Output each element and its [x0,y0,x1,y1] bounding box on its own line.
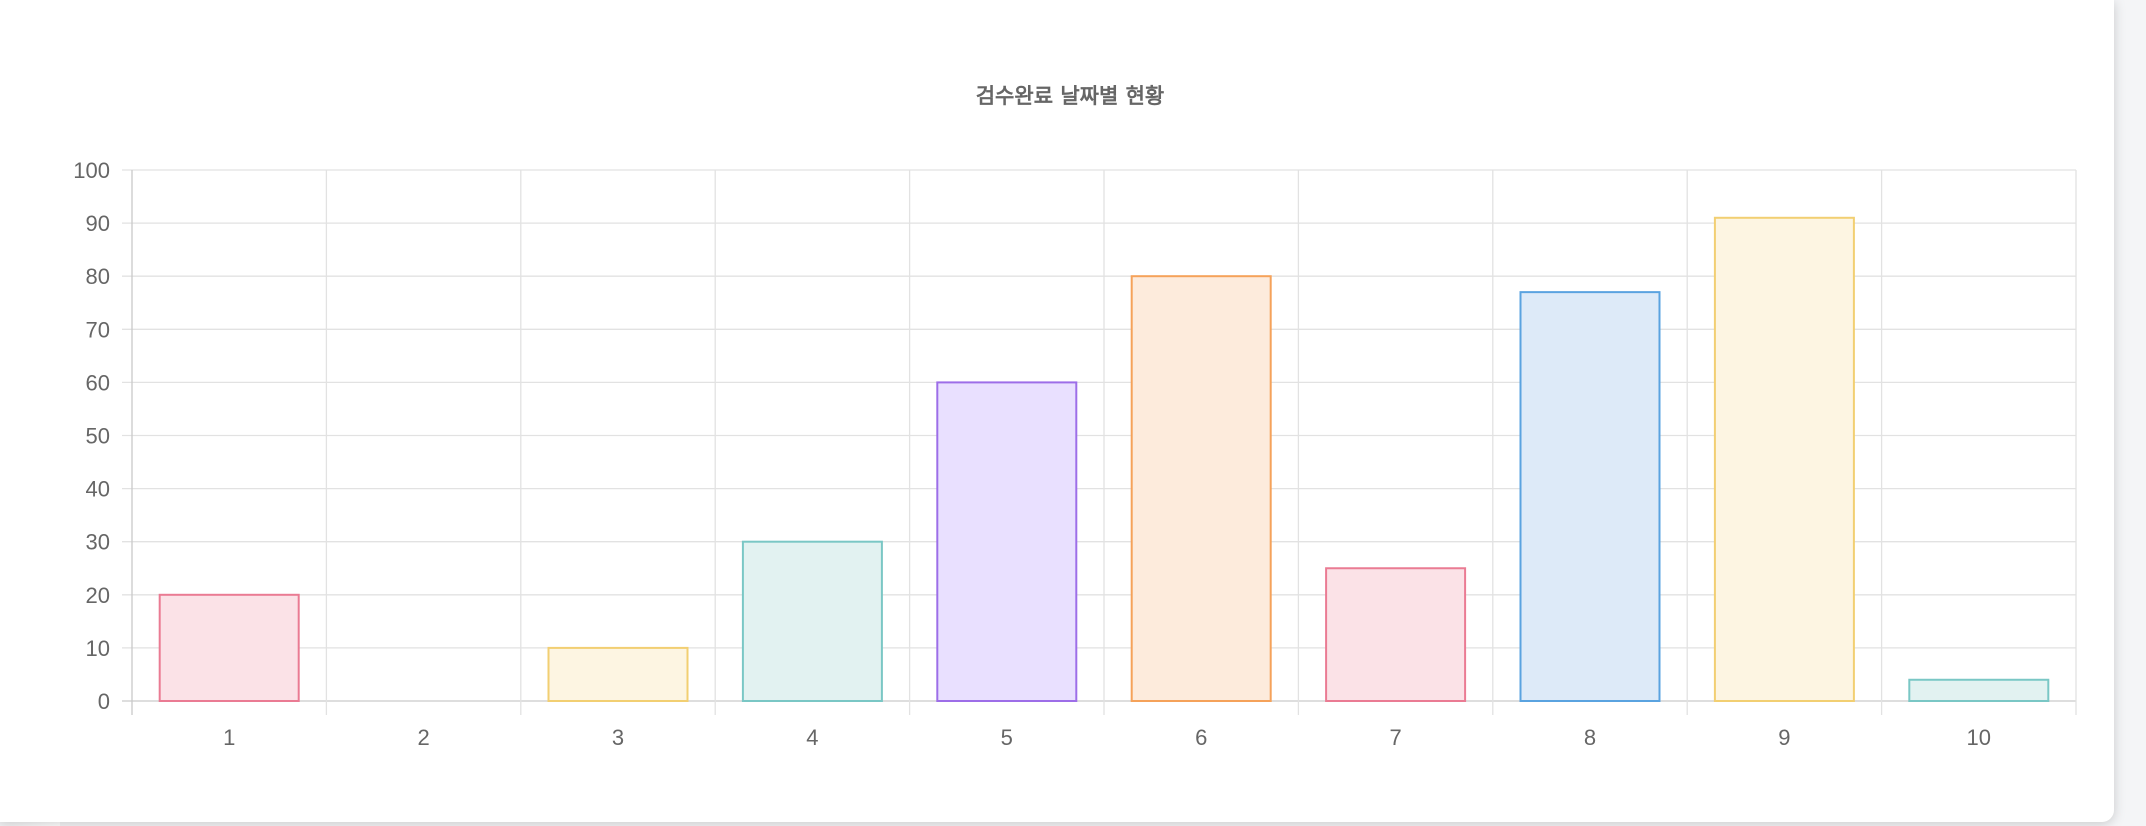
y-tick-label: 30 [86,530,110,555]
x-tick-label: 1 [223,725,235,750]
y-tick-label: 70 [86,317,110,342]
bar-8 [1519,291,1661,702]
chart-title: 검수완료 날짜별 현황 [976,84,1165,108]
bar-5 [936,381,1078,702]
x-tick-label: 10 [1967,725,1991,750]
y-tick-label: 100 [73,158,110,183]
x-tick-label: 3 [612,725,624,750]
bar-6 [1130,275,1272,702]
x-tick-label: 7 [1389,725,1401,750]
bar-7 [1325,567,1467,702]
y-tick-label: 80 [86,264,110,289]
y-tick-label: 20 [86,583,110,608]
y-tick-label: 90 [86,211,110,236]
bar-1 [158,593,300,702]
y-axis-ticks: 0 10 20 30 40 50 60 70 80 90 100 [73,158,110,714]
y-tick-label: 60 [86,370,110,395]
bar-10 [1908,678,2050,703]
x-tick-label: 4 [806,725,818,750]
bar-3 [547,646,689,703]
bars [158,216,2050,703]
x-tick-label: 9 [1778,725,1790,750]
y-tick-label: 40 [86,477,110,502]
x-tick-label: 8 [1584,725,1596,750]
x-axis-ticks: 1 2 3 4 5 6 7 8 9 10 [223,725,1991,750]
y-tick-label: 0 [98,689,110,714]
x-tick-label: 5 [1001,725,1013,750]
y-tick-label: 50 [86,424,110,449]
bar-4 [741,540,883,703]
y-tick-label: 10 [86,636,110,661]
x-tick-label: 6 [1195,725,1207,750]
bar-9 [1713,216,1855,702]
x-tick-label: 2 [417,725,429,750]
